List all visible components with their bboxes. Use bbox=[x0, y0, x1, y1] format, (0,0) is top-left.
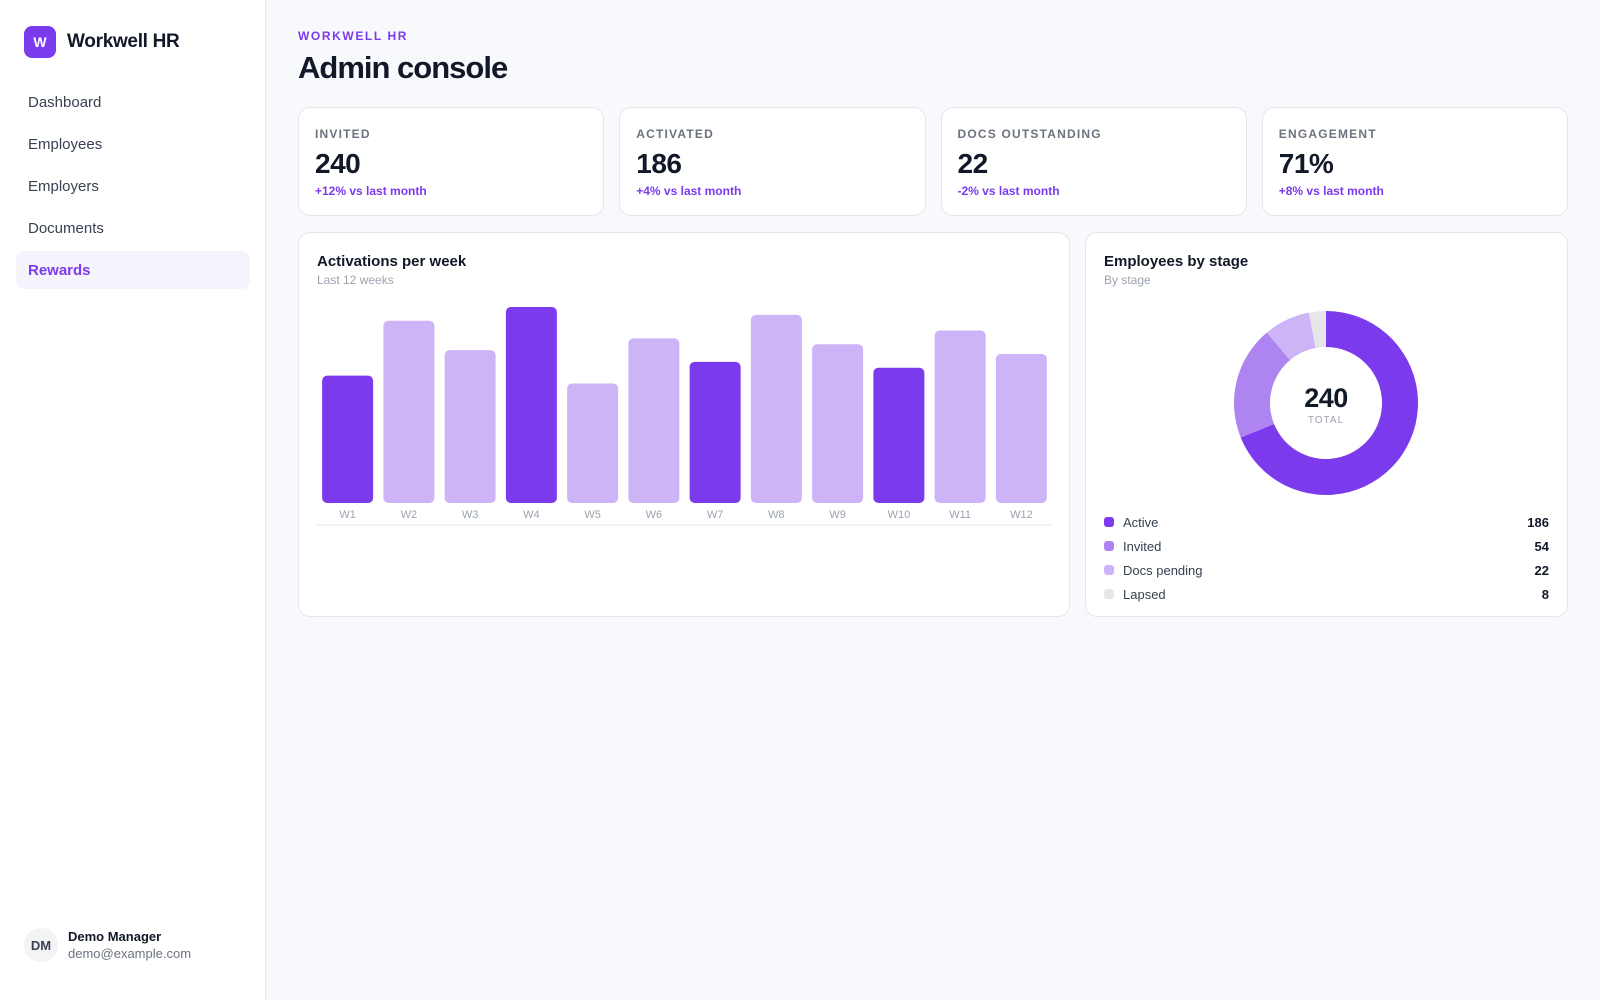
legend-item-active: Active 186 bbox=[1104, 510, 1549, 534]
bar-w11 bbox=[934, 330, 986, 503]
legend-swatch bbox=[1104, 565, 1114, 575]
stage-legend: Active 186 Invited 54 Docs pending 22 La… bbox=[1104, 510, 1549, 606]
stat-delta: +8% vs last month bbox=[1278, 184, 1384, 198]
x-tick-label: W2 bbox=[401, 509, 418, 521]
x-tick-label: W7 bbox=[707, 509, 724, 521]
legend-label: Invited bbox=[1123, 538, 1162, 554]
sidebar-item-dashboard[interactable]: Dashboard bbox=[28, 93, 102, 111]
x-tick-label: W12 bbox=[1010, 509, 1033, 521]
chart-title: Activations per week bbox=[317, 253, 467, 270]
bar-w12 bbox=[995, 354, 1047, 503]
bar-w2 bbox=[383, 320, 435, 503]
x-tick-label: W10 bbox=[888, 509, 911, 521]
legend-label: Active bbox=[1123, 514, 1159, 530]
legend-value: 186 bbox=[1527, 514, 1549, 530]
user-email: demo@example.com bbox=[68, 946, 192, 961]
stat-delta: +4% vs last month bbox=[636, 184, 742, 198]
donut-total-label: TOTAL bbox=[1307, 415, 1345, 426]
page-title: Admin console bbox=[298, 50, 508, 85]
legend-item-lapsed: Lapsed 8 bbox=[1104, 582, 1549, 606]
bar-w9 bbox=[812, 344, 864, 503]
x-tick-label: W4 bbox=[523, 509, 540, 521]
donut-slice-active bbox=[1240, 311, 1418, 495]
donut-total: 240 bbox=[1304, 383, 1348, 413]
page-eyebrow: WORKWELL HR bbox=[298, 29, 409, 43]
stat-cards: INVITED 240 +12% vs last month ACTIVATED… bbox=[298, 107, 1568, 216]
user-profile[interactable]: DM Demo Manager demo@example.com bbox=[24, 928, 191, 962]
stat-value: 240 bbox=[315, 148, 361, 179]
stat-label: DOCS OUTSTANDING bbox=[957, 127, 1102, 141]
chart-subtitle: Last 12 weeks bbox=[317, 273, 394, 287]
sidebar-item-employees[interactable]: Employees bbox=[28, 135, 103, 153]
legend-value: 8 bbox=[1541, 586, 1549, 602]
legend-value: 22 bbox=[1534, 562, 1549, 578]
bar-w3 bbox=[444, 350, 496, 503]
brand[interactable]: W Workwell HR bbox=[24, 26, 180, 58]
legend-label: Lapsed bbox=[1123, 586, 1166, 602]
stat-card-activated: ACTIVATED 186 +4% vs last month bbox=[619, 107, 926, 216]
legend-label: Docs pending bbox=[1123, 562, 1203, 578]
bar-w5 bbox=[567, 383, 619, 503]
sidebar-item-employers[interactable]: Employers bbox=[28, 177, 99, 195]
stage-donut-chart bbox=[1234, 311, 1418, 495]
chart-subtitle: By stage bbox=[1104, 273, 1151, 287]
x-tick-label: W6 bbox=[646, 509, 663, 521]
stat-value: 71% bbox=[1278, 148, 1334, 179]
sidebar-item-rewards[interactable]: Rewards bbox=[16, 251, 250, 289]
bar-w8 bbox=[750, 314, 802, 503]
legend-swatch bbox=[1104, 517, 1114, 527]
bar-w7 bbox=[689, 361, 741, 503]
avatar: DM bbox=[24, 928, 58, 962]
stat-label: INVITED bbox=[315, 127, 371, 141]
stat-card-engagement: ENGAGEMENT 71% +8% vs last month bbox=[1261, 107, 1568, 216]
donut-center: 240 TOTAL bbox=[1281, 383, 1371, 426]
x-tick-label: W11 bbox=[949, 509, 971, 521]
x-tick-label: W9 bbox=[829, 509, 846, 521]
legend-item-invited: Invited 54 bbox=[1104, 534, 1549, 558]
stat-card-invited: INVITED 240 +12% vs last month bbox=[298, 107, 605, 216]
sidebar-item-documents[interactable]: Documents bbox=[28, 219, 104, 237]
activations-bar-chart: W1 W2 W3 W4 W5 W6 W7 W8 W9 W10 W11 W12 bbox=[317, 307, 1052, 526]
stat-card-docs-outstanding: DOCS OUTSTANDING 22 -2% vs last month bbox=[940, 107, 1247, 216]
stat-delta: -2% vs last month bbox=[957, 184, 1060, 198]
bar-w6 bbox=[628, 338, 680, 503]
donut-slice-invited bbox=[1234, 332, 1291, 438]
x-tick-label: W8 bbox=[768, 509, 785, 521]
bar-w4 bbox=[505, 307, 557, 503]
legend-swatch bbox=[1104, 541, 1114, 551]
x-tick-label: W5 bbox=[584, 509, 601, 521]
stat-value: 186 bbox=[636, 148, 682, 179]
bar-w10 bbox=[873, 367, 925, 503]
legend-swatch bbox=[1104, 589, 1114, 599]
brand-name: Workwell HR bbox=[67, 31, 180, 52]
donut-slice-docs-pending bbox=[1266, 312, 1316, 361]
brand-logo-icon: W bbox=[24, 26, 56, 58]
bar-w1 bbox=[322, 375, 374, 503]
legend-item-docs-pending: Docs pending 22 bbox=[1104, 558, 1549, 582]
chart-title: Employees by stage bbox=[1104, 253, 1249, 270]
stat-label: ACTIVATED bbox=[636, 127, 714, 141]
x-tick-label: W3 bbox=[462, 509, 479, 521]
user-name: Demo Manager bbox=[68, 929, 162, 944]
stat-value: 22 bbox=[957, 148, 989, 179]
legend-value: 54 bbox=[1534, 538, 1549, 554]
stat-label: ENGAGEMENT bbox=[1278, 127, 1377, 141]
activations-chart-card: Activations per week Last 12 weeks W1 W2 W… bbox=[298, 232, 1070, 617]
sidebar-nav: Dashboard Employees Employers Documents … bbox=[16, 83, 250, 293]
stat-delta: +12% vs last month bbox=[315, 184, 427, 198]
x-tick-label: W1 bbox=[339, 509, 356, 521]
employees-by-stage-card: Employees by stage By stage 240 TOTAL Ac… bbox=[1085, 232, 1568, 617]
sidebar: W Workwell HR Dashboard Employees Employ… bbox=[0, 0, 266, 1000]
donut-slice-lapsed bbox=[1308, 311, 1326, 348]
